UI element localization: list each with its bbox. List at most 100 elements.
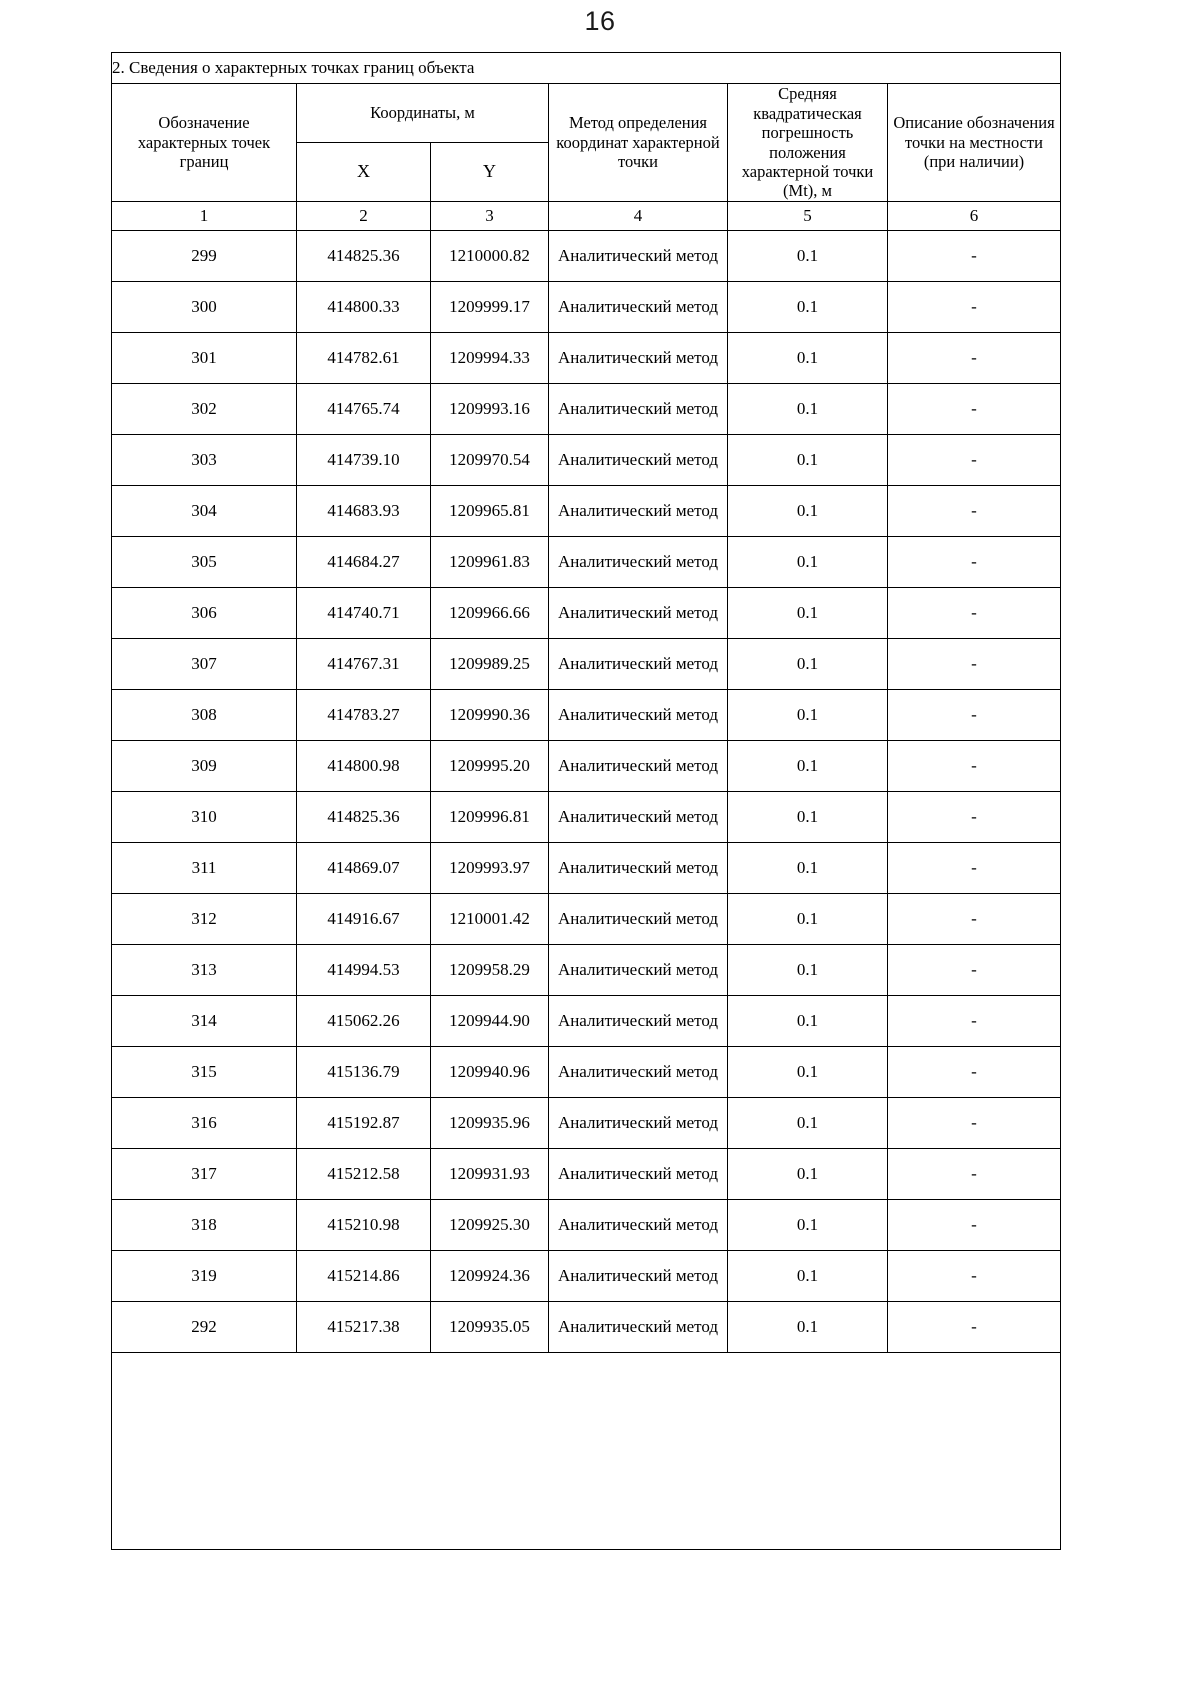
table-row: 306 414740.71 1209966.66 Аналитический мето… <box>111 587 1062 639</box>
header-row-secondary: X Y <box>112 142 1061 202</box>
cell-number: 299 <box>111 230 297 282</box>
table-row: 319 415214.86 1209924.36 Аналитический мето… <box>111 1250 1062 1302</box>
cell-x: 414765.74 <box>296 383 431 435</box>
cell-desc: - <box>886 1199 1062 1251</box>
boundary-points-table-container: 2. Сведения о характерных точках границ … <box>110 52 1062 1550</box>
cell-x: 415210.98 <box>296 1199 431 1251</box>
cell-x: 415214.86 <box>296 1250 431 1302</box>
cell-desc: - <box>886 230 1062 282</box>
cell-x: 414825.36 <box>296 791 431 843</box>
cell-method: Аналитический метод <box>548 1148 728 1200</box>
cell-method: Аналитический метод <box>548 1301 728 1353</box>
cell-y: 1209925.30 <box>430 1199 549 1251</box>
cell-mt: 0.1 <box>727 791 888 843</box>
cell-x: 415192.87 <box>296 1097 431 1149</box>
cell-number: 306 <box>111 587 297 639</box>
cell-method: Аналитический метод <box>548 485 728 537</box>
column-number-2: 2 <box>296 201 431 231</box>
cell-y: 1209990.36 <box>430 689 549 741</box>
cell-y: 1209994.33 <box>430 332 549 384</box>
cell-method: Аналитический метод <box>548 689 728 741</box>
cell-method: Аналитический метод <box>548 230 728 282</box>
cell-y: 1210000.82 <box>430 230 549 282</box>
cell-mt: 0.1 <box>727 944 888 996</box>
cell-number: 315 <box>111 1046 297 1098</box>
cell-y: 1209961.83 <box>430 536 549 588</box>
cell-y: 1209935.05 <box>430 1301 549 1353</box>
column-number-row: 1 2 3 4 5 6 <box>111 201 1062 231</box>
cell-desc: - <box>886 944 1062 996</box>
cell-desc: - <box>886 1148 1062 1200</box>
cell-x: 414869.07 <box>296 842 431 894</box>
cell-desc: - <box>886 1301 1062 1353</box>
cell-y: 1209993.16 <box>430 383 549 435</box>
cell-desc: - <box>886 791 1062 843</box>
table-row: 315 415136.79 1209940.96 Аналитический мето… <box>111 1046 1062 1098</box>
cell-x: 414916.67 <box>296 893 431 945</box>
column-number-3: 3 <box>430 201 549 231</box>
cell-x: 414800.33 <box>296 281 431 333</box>
header-y: Y <box>430 142 549 202</box>
column-number-1: 1 <box>111 201 297 231</box>
table-row: 309 414800.98 1209995.20 Аналитический мето… <box>111 740 1062 792</box>
cell-y: 1209966.66 <box>430 587 549 639</box>
cell-y: 1209940.96 <box>430 1046 549 1098</box>
cell-mt: 0.1 <box>727 230 888 282</box>
boundary-points-table: 2. Сведения о характерных точках границ … <box>110 52 1062 1550</box>
cell-mt: 0.1 <box>727 587 888 639</box>
cell-number: 316 <box>111 1097 297 1149</box>
cell-mt: 0.1 <box>727 383 888 435</box>
cell-x: 414684.27 <box>296 536 431 588</box>
column-number-6: 6 <box>886 201 1062 231</box>
cell-mt: 0.1 <box>727 842 888 894</box>
cell-desc: - <box>886 1250 1062 1302</box>
table-body: 299 414825.36 1210000.82 Аналитический мето… <box>111 230 1062 1353</box>
cell-y: 1209931.93 <box>430 1148 549 1200</box>
empty-cell <box>110 1352 1062 1550</box>
cell-mt: 0.1 <box>727 995 888 1047</box>
cell-number: 303 <box>111 434 297 486</box>
cell-method: Аналитический метод <box>548 638 728 690</box>
header-method: Метод определения координат характерной … <box>548 83 728 202</box>
cell-x: 414800.98 <box>296 740 431 792</box>
column-number-5: 5 <box>727 201 888 231</box>
cell-desc: - <box>886 587 1062 639</box>
cell-method: Аналитический метод <box>548 1199 728 1251</box>
cell-number: 312 <box>111 893 297 945</box>
header-coordinates-group: Координаты, м <box>296 83 549 143</box>
header-row-primary: Обозначение характерных точек границ Коо… <box>111 83 1062 202</box>
empty-row <box>110 1352 1062 1550</box>
table-row: 311 414869.07 1209993.97 Аналитический мето… <box>111 842 1062 894</box>
cell-y: 1209999.17 <box>430 281 549 333</box>
cell-method: Аналитический метод <box>548 281 728 333</box>
cell-x: 414739.10 <box>296 434 431 486</box>
cell-method: Аналитический метод <box>548 1097 728 1149</box>
cell-number: 307 <box>111 638 297 690</box>
cell-mt: 0.1 <box>727 281 888 333</box>
cell-y: 1209944.90 <box>430 995 549 1047</box>
cell-mt: 0.1 <box>727 1199 888 1251</box>
cell-x: 415217.38 <box>296 1301 431 1353</box>
cell-desc: - <box>886 893 1062 945</box>
cell-method: Аналитический метод <box>548 944 728 996</box>
cell-mt: 0.1 <box>727 1301 888 1353</box>
table-row: 303 414739.10 1209970.54 Аналитический мето… <box>111 434 1062 486</box>
cell-method: Аналитический метод <box>548 1250 728 1302</box>
cell-number: 318 <box>111 1199 297 1251</box>
cell-method: Аналитический метод <box>548 587 728 639</box>
cell-x: 414683.93 <box>296 485 431 537</box>
cell-method: Аналитический метод <box>548 995 728 1047</box>
cell-desc: - <box>886 434 1062 486</box>
cell-y: 1209993.97 <box>430 842 549 894</box>
cell-x: 414994.53 <box>296 944 431 996</box>
cell-mt: 0.1 <box>727 893 888 945</box>
cell-number: 302 <box>111 383 297 435</box>
cell-x: 414825.36 <box>296 230 431 282</box>
cell-number: 304 <box>111 485 297 537</box>
cell-method: Аналитический метод <box>548 434 728 486</box>
table-row: 305 414684.27 1209961.83 Аналитический мето… <box>111 536 1062 588</box>
table-row: 302 414765.74 1209993.16 Аналитический мето… <box>111 383 1062 435</box>
cell-desc: - <box>886 740 1062 792</box>
cell-number: 319 <box>111 1250 297 1302</box>
cell-y: 1209989.25 <box>430 638 549 690</box>
